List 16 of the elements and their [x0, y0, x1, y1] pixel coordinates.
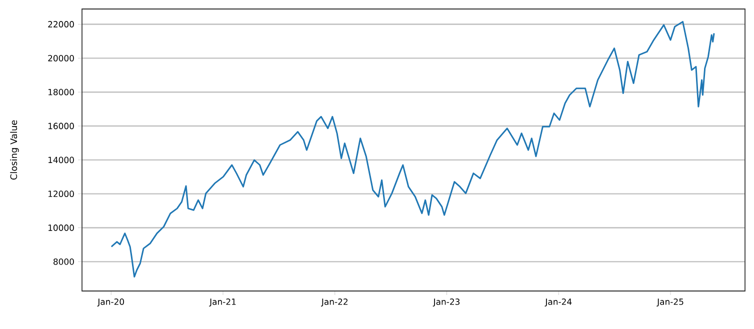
x-tick-label: Jan-21	[209, 298, 236, 307]
x-tick-label: Jan-24	[544, 298, 572, 307]
y-tick-label: 22000	[48, 21, 74, 28]
y-tick-label: 8000	[54, 258, 74, 265]
y-tick-label: 20000	[48, 54, 74, 62]
line-series	[110, 20, 715, 278]
y-tick-label: 12000	[48, 190, 74, 198]
y-tick-label: 18000	[48, 88, 74, 96]
x-tick-label: Jan-23	[432, 298, 460, 307]
y-tick-label: 10000	[48, 224, 74, 231]
x-tick-label: Jan-22	[321, 298, 348, 307]
x-tick-label: Jan-20	[97, 298, 124, 307]
y-axis-title: Closing Value	[10, 120, 19, 180]
x-tick-label: Jan-25	[656, 298, 684, 307]
y-tick-label: 14000	[48, 156, 74, 164]
y-tick-label: 16000	[48, 122, 74, 130]
